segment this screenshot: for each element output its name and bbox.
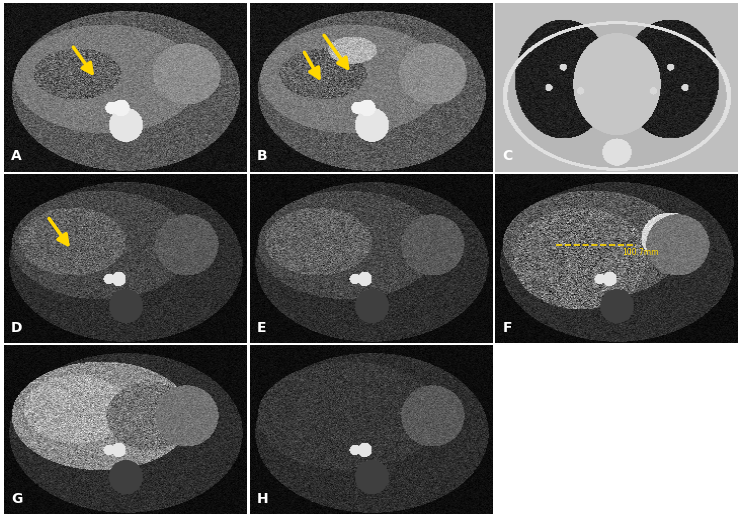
Text: D: D [11,321,22,334]
Text: B: B [257,149,267,163]
Text: 100.7mm: 100.7mm [622,248,658,257]
Text: E: E [257,321,266,334]
Text: H: H [257,492,269,506]
Text: G: G [11,492,22,506]
Text: A: A [11,149,22,163]
Text: F: F [502,321,512,334]
Text: C: C [502,149,513,163]
